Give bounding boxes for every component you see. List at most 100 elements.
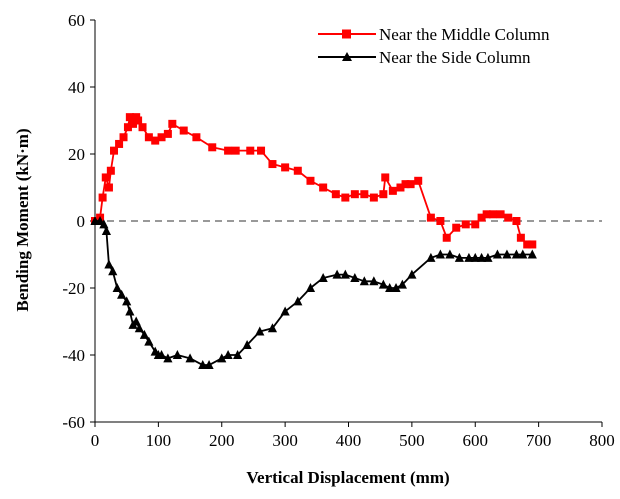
x-tick-label: 0 [91, 431, 100, 450]
legend: Near the Middle Column Near the Side Col… [318, 25, 550, 67]
data-point-middle-column [442, 233, 451, 242]
y-axis-title: Bending Moment (kN·m) [13, 128, 32, 311]
legend-marker-middle-column [342, 29, 351, 39]
data-point-middle-column [168, 119, 177, 128]
data-point-side-column [385, 283, 395, 292]
data-point-middle-column [319, 183, 328, 192]
data-point-middle-column [246, 146, 255, 155]
data-point-side-column [426, 252, 436, 262]
data-point-side-column [527, 249, 537, 259]
data-point-side-column [99, 219, 109, 229]
legend-entry-side-column: Near the Side Column [318, 48, 531, 67]
y-tick-label: 0 [77, 212, 86, 231]
data-point-middle-column [192, 133, 201, 142]
data-point-middle-column [496, 210, 505, 219]
data-point-side-column [185, 353, 195, 363]
data-point-middle-column [452, 223, 461, 232]
x-tick-label: 100 [146, 431, 172, 450]
data-point-middle-column [341, 193, 350, 202]
data-point-side-column [198, 360, 208, 370]
data-point-side-column [435, 249, 445, 259]
series-layer [90, 113, 537, 370]
data-point-middle-column [396, 183, 405, 192]
data-point-side-column [464, 252, 474, 262]
data-point-side-column [350, 272, 360, 282]
data-point-middle-column [477, 213, 486, 222]
data-point-side-column [104, 259, 114, 269]
data-point-side-column [122, 296, 132, 306]
data-point-side-column [470, 252, 480, 262]
x-axis-title: Vertical Displacement (mm) [246, 468, 449, 487]
data-point-middle-column [134, 116, 143, 125]
data-point-middle-column [115, 139, 124, 148]
data-point-middle-column [106, 166, 115, 175]
data-point-side-column [280, 306, 290, 316]
x-tick-label: 500 [399, 431, 425, 450]
data-point-middle-column [482, 210, 491, 219]
data-point-middle-column [110, 146, 119, 155]
data-point-middle-column [512, 217, 521, 225]
legend-label-side-column: Near the Side Column [379, 48, 531, 67]
data-point-middle-column [293, 166, 302, 175]
data-point-side-column [391, 283, 401, 292]
data-point-side-column [144, 336, 154, 346]
y-tick-label: -20 [62, 279, 85, 298]
x-tick-label: 600 [463, 431, 489, 450]
data-point-middle-column [157, 133, 166, 142]
data-point-side-column [139, 329, 150, 339]
data-point-middle-column [381, 173, 390, 182]
x-tick-label: 200 [209, 431, 235, 450]
data-point-side-column [172, 350, 182, 359]
data-point-middle-column [414, 176, 423, 185]
data-point-side-column [131, 316, 141, 326]
data-point-side-column [407, 269, 417, 279]
data-point-middle-column [98, 193, 107, 202]
y-tick-label: 20 [68, 145, 85, 164]
data-point-middle-column [516, 233, 525, 242]
data-point-middle-column [369, 193, 378, 202]
data-point-side-column [445, 249, 455, 259]
data-point-middle-column [104, 183, 113, 192]
data-point-side-column [232, 350, 243, 359]
data-point-middle-column [379, 190, 388, 199]
x-tick-label: 800 [589, 431, 615, 450]
data-point-side-column [483, 252, 493, 262]
data-point-middle-column [504, 213, 513, 222]
data-point-side-column [223, 350, 233, 359]
y-tick-label: -40 [62, 346, 85, 365]
data-point-side-column [125, 306, 135, 316]
data-point-middle-column [436, 217, 445, 225]
data-point-side-column [293, 296, 303, 306]
legend-label-middle-column: Near the Middle Column [379, 25, 550, 44]
series-line-side-column [95, 220, 533, 366]
data-point-middle-column [350, 190, 359, 199]
x-tick-label: 400 [336, 431, 362, 450]
data-point-middle-column [401, 180, 410, 189]
data-point-side-column [217, 353, 227, 363]
legend-entry-middle-column: Near the Middle Column [318, 25, 550, 44]
data-point-middle-column [360, 190, 369, 199]
data-point-middle-column [101, 173, 110, 182]
data-point-side-column [305, 283, 316, 292]
data-point-side-column [255, 326, 265, 336]
data-point-middle-column [179, 126, 188, 135]
data-point-middle-column [151, 136, 160, 145]
data-point-side-column [318, 272, 328, 282]
data-point-middle-column [528, 240, 537, 249]
data-point-middle-column [119, 133, 128, 142]
data-point-side-column [359, 276, 369, 286]
axes-layer [90, 19, 603, 427]
data-point-side-column [369, 276, 379, 286]
data-point-middle-column [125, 113, 134, 122]
data-point-middle-column [144, 133, 153, 142]
data-point-side-column [134, 323, 144, 333]
x-tick-label: 700 [526, 431, 552, 450]
data-point-middle-column [138, 123, 147, 132]
data-point-middle-column [426, 213, 435, 222]
data-point-middle-column [224, 146, 233, 155]
data-point-middle-column [231, 146, 240, 155]
data-point-side-column [242, 339, 252, 349]
data-point-side-column [511, 249, 522, 259]
